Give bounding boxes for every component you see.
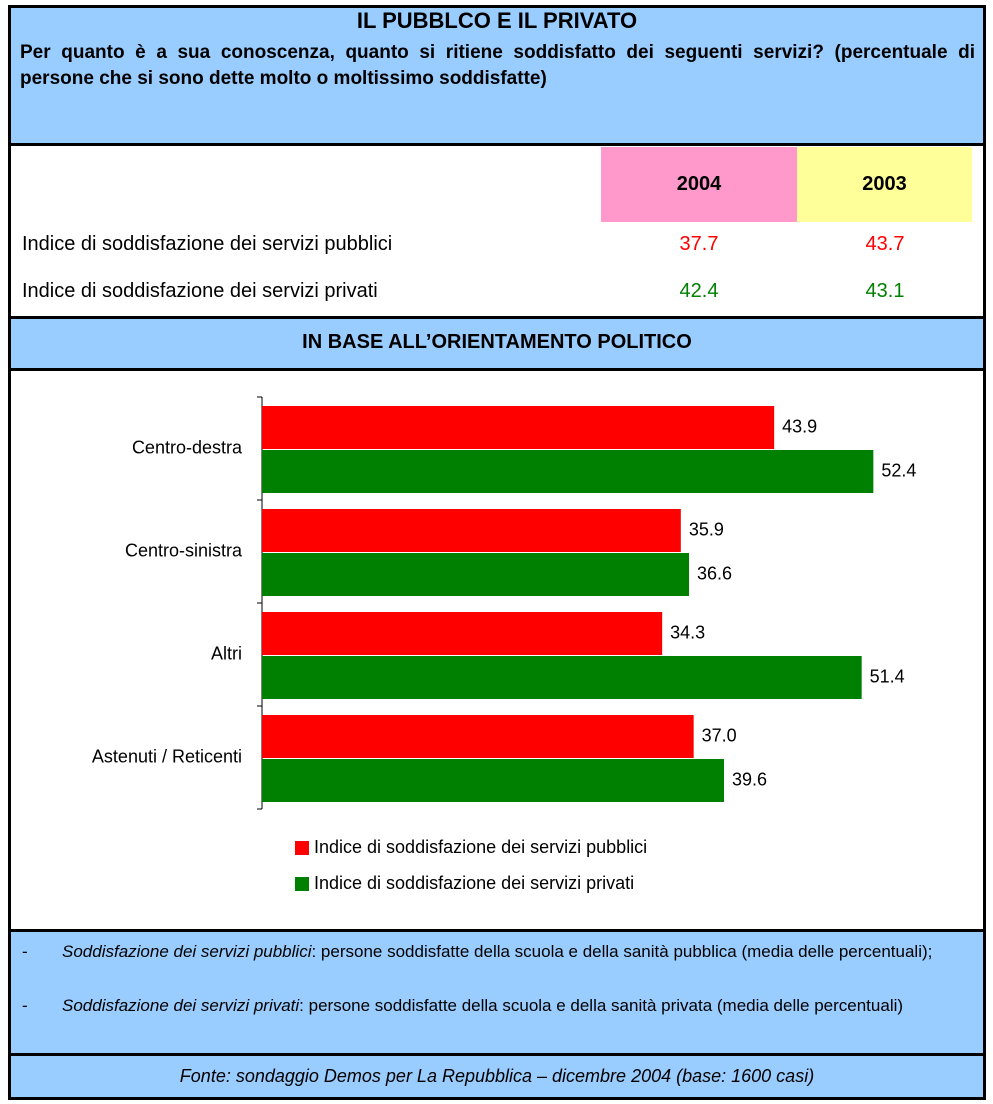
value-label: 36.6 — [697, 563, 732, 583]
value-label: 43.9 — [782, 416, 817, 436]
value-label: 52.4 — [881, 460, 916, 480]
divider — [8, 316, 986, 319]
legend-swatch — [295, 877, 309, 891]
cell: 42.4 — [679, 280, 719, 302]
divider — [8, 1053, 986, 1056]
value-label: 34.3 — [670, 622, 705, 642]
col-2003-bg — [797, 147, 972, 222]
bar — [262, 759, 724, 802]
subtitle: Per quanto è a sua conoscenza, quanto si… — [20, 42, 975, 89]
bar — [262, 509, 681, 552]
legend-swatch — [295, 841, 309, 855]
category-label: Astenuti / Reticenti — [92, 746, 242, 766]
value-label: 37.0 — [702, 725, 737, 745]
cell: 43.7 — [865, 233, 905, 255]
bar — [262, 715, 694, 758]
note-text: Soddisfazione dei servizi pubblici: pers… — [30, 941, 950, 962]
note-body: : persone soddisfatte della scuola e del… — [299, 996, 904, 1015]
cell: 37.7 — [679, 233, 719, 255]
note-term: Soddisfazione dei servizi privati — [62, 996, 300, 1015]
category-label: Centro-destra — [132, 437, 243, 457]
category-label: Centro-sinistra — [125, 540, 243, 560]
category-label: Altri — [211, 643, 242, 663]
note-term: Soddisfazione dei servizi pubblici — [62, 942, 312, 961]
divider — [8, 143, 986, 146]
section-title: IN BASE ALL’ORIENTAMENTO POLITICO — [302, 331, 692, 353]
title: IL PUBBLCO E IL PRIVATO — [356, 8, 638, 33]
note-bullet: - — [22, 942, 28, 961]
cell: 43.1 — [865, 280, 905, 302]
chart: Centro-destra 43.9 52.4 Centro-sinistra 35.9… — [92, 396, 916, 893]
bar — [262, 612, 663, 655]
source: Fonte: sondaggio Demos per La Repubblica… — [179, 1066, 815, 1086]
value-label: 51.4 — [870, 666, 905, 686]
row-label: Indice di soddisfazione dei servizi pubb… — [22, 233, 393, 255]
divider — [8, 368, 986, 371]
value-label: 35.9 — [689, 519, 724, 539]
note-body: : persone soddisfatte della scuola e del… — [311, 942, 933, 961]
notes-bg — [8, 932, 986, 1053]
column-header: 2004 — [676, 173, 722, 195]
legend-label: Indice di soddisfazione dei servizi pubb… — [314, 837, 647, 857]
bar — [262, 656, 862, 699]
note: - Soddisfazione dei servizi pubblici: pe… — [22, 941, 950, 962]
divider — [8, 929, 986, 932]
note-text: Soddisfazione dei servizi privati: perso… — [30, 995, 950, 1016]
column-header: 2003 — [862, 173, 907, 195]
bar — [262, 406, 775, 449]
source-bg — [8, 1056, 986, 1098]
col-2004-bg — [601, 147, 797, 222]
bar — [262, 553, 689, 596]
frame — [8, 5, 986, 1100]
header-bg — [8, 5, 986, 143]
row-label: Indice di soddisfazione dei servizi priv… — [22, 280, 378, 302]
bar — [262, 450, 874, 493]
note-bullet: - — [22, 996, 28, 1015]
section-bg — [8, 319, 986, 368]
note: - Soddisfazione dei servizi privati: per… — [22, 995, 950, 1016]
legend-label: Indice di soddisfazione dei servizi priv… — [314, 873, 634, 893]
value-label: 39.6 — [732, 769, 767, 789]
